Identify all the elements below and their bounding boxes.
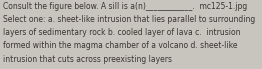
- Text: layers of sedimentary rock b. cooled layer of lava c.  intrusion: layers of sedimentary rock b. cooled lay…: [3, 28, 241, 37]
- Text: Consult the figure below. A sill is a(n)____________.  mc125-1.jpg: Consult the figure below. A sill is a(n)…: [3, 2, 247, 11]
- Text: Select one: a. sheet-like intrusion that lies parallel to surrounding: Select one: a. sheet-like intrusion that…: [3, 15, 255, 24]
- Text: formed within the magma chamber of a volcano d. sheet-like: formed within the magma chamber of a vol…: [3, 41, 238, 50]
- Text: intrusion that cuts across preexisting layers: intrusion that cuts across preexisting l…: [3, 55, 172, 63]
